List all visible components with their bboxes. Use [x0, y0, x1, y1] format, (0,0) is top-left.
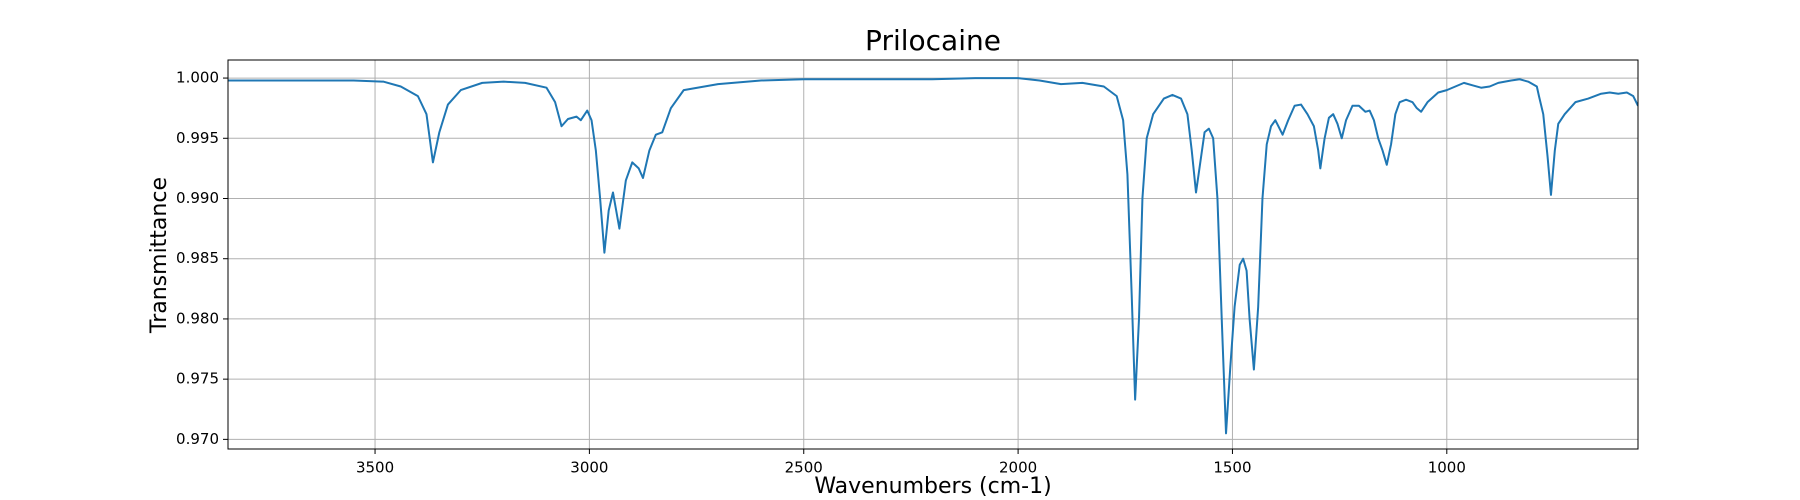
x-axis-label: Wavenumbers (cm-1) — [814, 474, 1051, 499]
y-tick-label: 0.995 — [176, 129, 219, 147]
spectrum-line — [228, 77, 1638, 435]
x-tick-label: 1500 — [1213, 459, 1251, 477]
y-tick-label: 1.000 — [176, 69, 219, 87]
x-tick-label: 2500 — [785, 459, 823, 477]
y-axis-label: Transmittance — [147, 177, 172, 334]
y-tick-label: 0.975 — [176, 370, 219, 388]
y-tick-label: 0.970 — [176, 430, 219, 448]
x-tick-label: 2000 — [999, 459, 1037, 477]
x-tick-label: 3000 — [570, 459, 608, 477]
x-tick-label: 1000 — [1428, 459, 1466, 477]
y-tick-label: 0.990 — [176, 189, 219, 207]
x-tick-label: 3500 — [356, 459, 394, 477]
y-tick-label: 0.985 — [176, 249, 219, 267]
plot-frame — [227, 59, 1639, 450]
chart-title: Prilocaine — [865, 24, 1001, 57]
y-tick-label: 0.980 — [176, 309, 219, 327]
